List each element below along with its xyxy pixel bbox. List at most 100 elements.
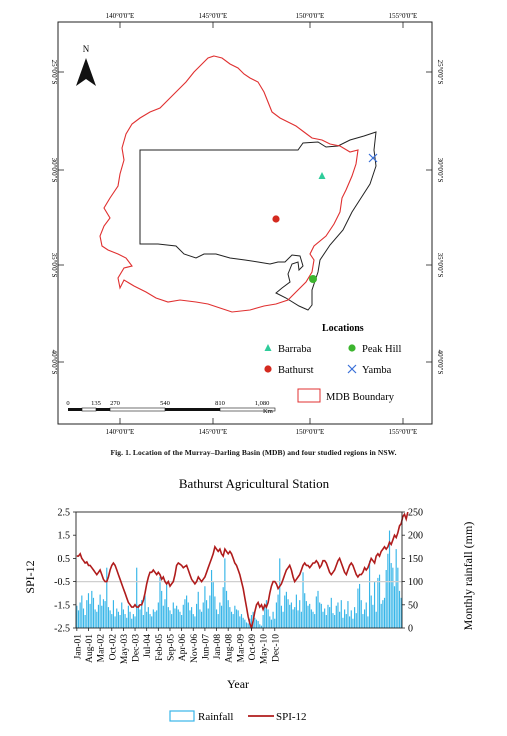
rainfall-bar (347, 601, 349, 628)
rainfall-bar (310, 609, 312, 628)
rainfall-bar (272, 611, 274, 628)
rainfall-bar (109, 610, 111, 628)
rainfall-bar (99, 594, 101, 628)
rainfall-bar (250, 615, 253, 628)
y-left-tick-label: 0.5 (58, 554, 71, 565)
rainfall-bar (337, 602, 339, 628)
rainfall-bar (146, 611, 148, 628)
rainfall-bar (174, 608, 176, 628)
rainfall-bar (383, 597, 386, 628)
rainfall-bar (362, 614, 364, 628)
rainfall-bar (127, 605, 129, 628)
chart-title: Bathurst Agricultural Station (179, 476, 330, 491)
rainfall-bar (245, 622, 248, 628)
lat-label-right: 40°0'0"S (436, 350, 444, 375)
rainfall-bar (247, 623, 249, 628)
legend-bathurst-label: Bathurst (278, 365, 314, 376)
y-right-tick-label: 0 (408, 624, 413, 635)
rainfall-bar (274, 618, 276, 628)
rainfall-bar (395, 549, 397, 628)
lon-label-top: 155°0'0"E (389, 12, 418, 20)
map-svg: 140°0'0"E 145°0'0"E 150°0'0"E 155°0'0"E … (50, 12, 444, 436)
y-left-tick-label: 1.5 (58, 531, 71, 542)
legend-title: Locations (322, 323, 364, 334)
rainfall-bar (260, 625, 263, 628)
scale-label: 0 (66, 400, 69, 407)
x-tick-label: Dec-03 (132, 634, 142, 662)
rainfall-bar (122, 609, 124, 628)
x-tick-label: Jan-08 (213, 634, 223, 660)
rainfall-bar (325, 615, 327, 628)
rainfall-bar (287, 599, 289, 628)
rainfall-bar (390, 563, 392, 628)
lat-label-left: 40°0'0"S (50, 350, 58, 375)
legend-rainfall-label: Rainfall (198, 711, 233, 723)
rainfall-bar (91, 590, 93, 628)
rainfall-bar (220, 605, 223, 628)
legend-boundary-swatch (297, 388, 321, 403)
rainfall-bar (82, 608, 85, 628)
rainfall-bar (368, 560, 371, 628)
rainfall-bar (392, 567, 394, 628)
rainfall-bar (294, 607, 296, 628)
rainfall-bar (197, 591, 199, 628)
rainfall-bar (380, 603, 382, 628)
rainfall-bar (131, 618, 133, 628)
north-label: N (83, 44, 90, 54)
rainfall-bar (350, 610, 352, 628)
spi-rainfall-chart: Bathurst Agricultural Station 2.5 1.5 0.5 -… (0, 472, 507, 731)
rainfall-bar (192, 614, 194, 628)
rainfall-bar (141, 600, 143, 628)
rainfall-bar (327, 604, 329, 628)
x-tick-label: Oct-09 (248, 634, 258, 661)
rainfall-bar (342, 617, 344, 628)
rainfall-bar (232, 614, 234, 628)
rainfall-bar (204, 586, 206, 628)
rainfall-bar (121, 602, 123, 628)
rainfall-bar (202, 602, 204, 628)
scale-label: 270 (110, 400, 120, 407)
rainfall-bar (214, 596, 216, 628)
lon-label-bottom: 155°0'0"E (389, 428, 418, 436)
rainfall-bar (187, 602, 189, 628)
x-tick-label: Dec-10 (271, 634, 281, 662)
rainfall-bar (372, 604, 374, 628)
caption-prefix: Fig. 1. (110, 448, 131, 457)
rainfall-bar (227, 600, 229, 628)
rainfall-bar (144, 595, 146, 628)
barraba-marker-icon (318, 172, 326, 179)
rainfall-bar (335, 605, 337, 628)
rainfall-bar (309, 603, 311, 628)
lat-label-left: 25°0'0"S (50, 60, 58, 85)
x-tick-label: Nov-06 (190, 634, 200, 663)
rainfall-bar (171, 614, 173, 628)
rainfall-bar (124, 614, 126, 628)
rainfall-bar (114, 616, 116, 628)
rainfall-bar (398, 590, 401, 628)
scale-label: 1,080 (255, 400, 270, 407)
rainfall-bar (234, 605, 236, 628)
rainfall-bar (297, 610, 299, 628)
rainfall-bar (322, 611, 324, 628)
rainfall-bar (196, 603, 198, 628)
x-tick-label: May-03 (120, 634, 130, 664)
rainfall-bar (357, 588, 359, 628)
rainfall-bar (285, 591, 287, 628)
rainfall-bar (151, 616, 153, 628)
scale-unit: Km (263, 408, 273, 415)
rainfall-bar (84, 615, 86, 628)
rainfall-bar (217, 614, 219, 628)
rainfall-bar (354, 607, 356, 628)
rainfall-bar (387, 553, 389, 628)
rainfall-bar (200, 611, 203, 628)
yamba-marker-icon (368, 153, 378, 163)
y-right-tick-label: 100 (408, 577, 423, 588)
rainfall-bar (96, 611, 98, 628)
legend-peak-hill-label: Peak Hill (362, 344, 401, 355)
y-right-tick-label: 50 (408, 600, 418, 611)
rainfall-bar (191, 607, 193, 628)
rainfall-bar (129, 611, 131, 628)
lat-label-left: 35°0'0"S (50, 253, 58, 278)
x-tick-label: Mar-09 (236, 634, 246, 663)
rainfall-bar (275, 602, 278, 628)
